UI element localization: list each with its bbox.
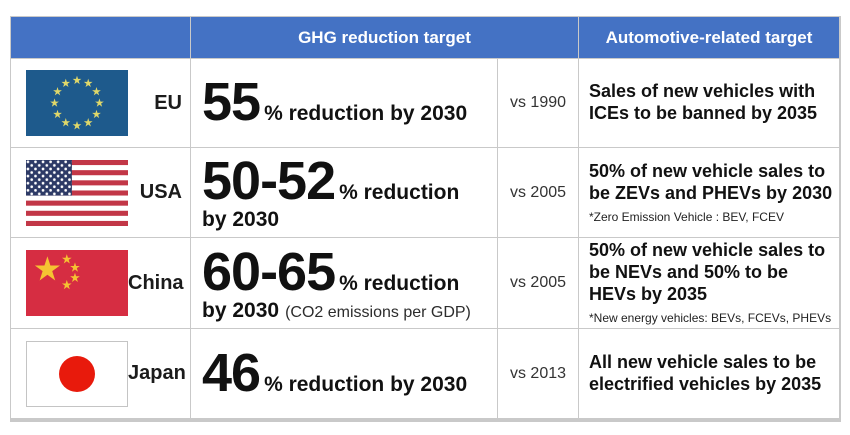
country-cell-usa: USA (11, 148, 190, 237)
auto-target-cell: All new vehicle sales to be electrified … (579, 329, 839, 418)
usa-flag-icon (26, 159, 128, 226)
auto-target-text: 50% of new vehicle sales to be ZEVs and … (589, 160, 833, 203)
ghg-note: (CO2 emissions per GDP) (285, 303, 471, 321)
baseline-year: vs 2005 (498, 238, 578, 328)
ghg-mid-text: % reduction by 2030 (202, 181, 460, 232)
auto-target-cell: 50% of new vehicle sales to be NEVs and … (579, 238, 839, 328)
country-label: USA (139, 181, 182, 203)
ghg-target-cell: 60-65% reduction by 2030 (CO2 emissions p… (191, 238, 497, 328)
auto-target-text: 50% of new vehicle sales to be NEVs and … (589, 240, 826, 305)
header-auto-target: Automotive-related target (579, 17, 839, 58)
country-cell-eu: EU (11, 59, 190, 147)
country-cell-japan: Japan (11, 329, 190, 418)
auto-footnote: *New energy vehicles: BEVs, FCEVs, PHEVs (589, 311, 832, 326)
ghg-big-number: 46 (202, 342, 261, 403)
ghg-big-number: 50-52 (202, 151, 336, 212)
header-region-cell (11, 17, 190, 58)
auto-target-cell: Sales of new vehicles with ICEs to be ba… (579, 59, 839, 147)
auto-target-text: All new vehicle sales to be electrified … (589, 351, 822, 394)
baseline-year: vs 2013 (498, 329, 578, 418)
targets-table: GHG reduction target Automotive-related … (10, 16, 841, 422)
ghg-target-cell: 46% reduction by 2030 (191, 329, 497, 418)
auto-footnote: *Zero Emission Vehicle : BEV, FCEV (589, 209, 784, 224)
country-label: EU (154, 91, 182, 114)
baseline-year: vs 2005 (498, 148, 578, 237)
eu-flag-icon (26, 70, 128, 136)
ghg-big-number: 60-65 (202, 241, 336, 302)
ghg-mid-text: % reduction by 2030 (202, 271, 460, 322)
auto-target-cell: 50% of new vehicle sales to be ZEVs and … (579, 148, 839, 237)
header-ghg-target: GHG reduction target (191, 17, 578, 58)
country-cell-china: China (11, 238, 190, 328)
country-label: China (128, 271, 184, 294)
baseline-year: vs 1990 (498, 59, 578, 147)
ghg-mid-text: % reduction by 2030 (264, 372, 468, 396)
country-label: Japan (128, 362, 186, 384)
china-flag-icon (26, 250, 128, 316)
ghg-mid-text: % reduction by 2030 (264, 102, 468, 126)
japan-flag-icon (26, 340, 128, 407)
ghg-target-cell: 55% reduction by 2030 (191, 59, 497, 147)
ghg-target-cell: 50-52% reduction by 2030 (191, 148, 497, 237)
auto-target-text: Sales of new vehicles with ICEs to be ba… (589, 81, 818, 123)
ghg-big-number: 55 (202, 72, 261, 133)
